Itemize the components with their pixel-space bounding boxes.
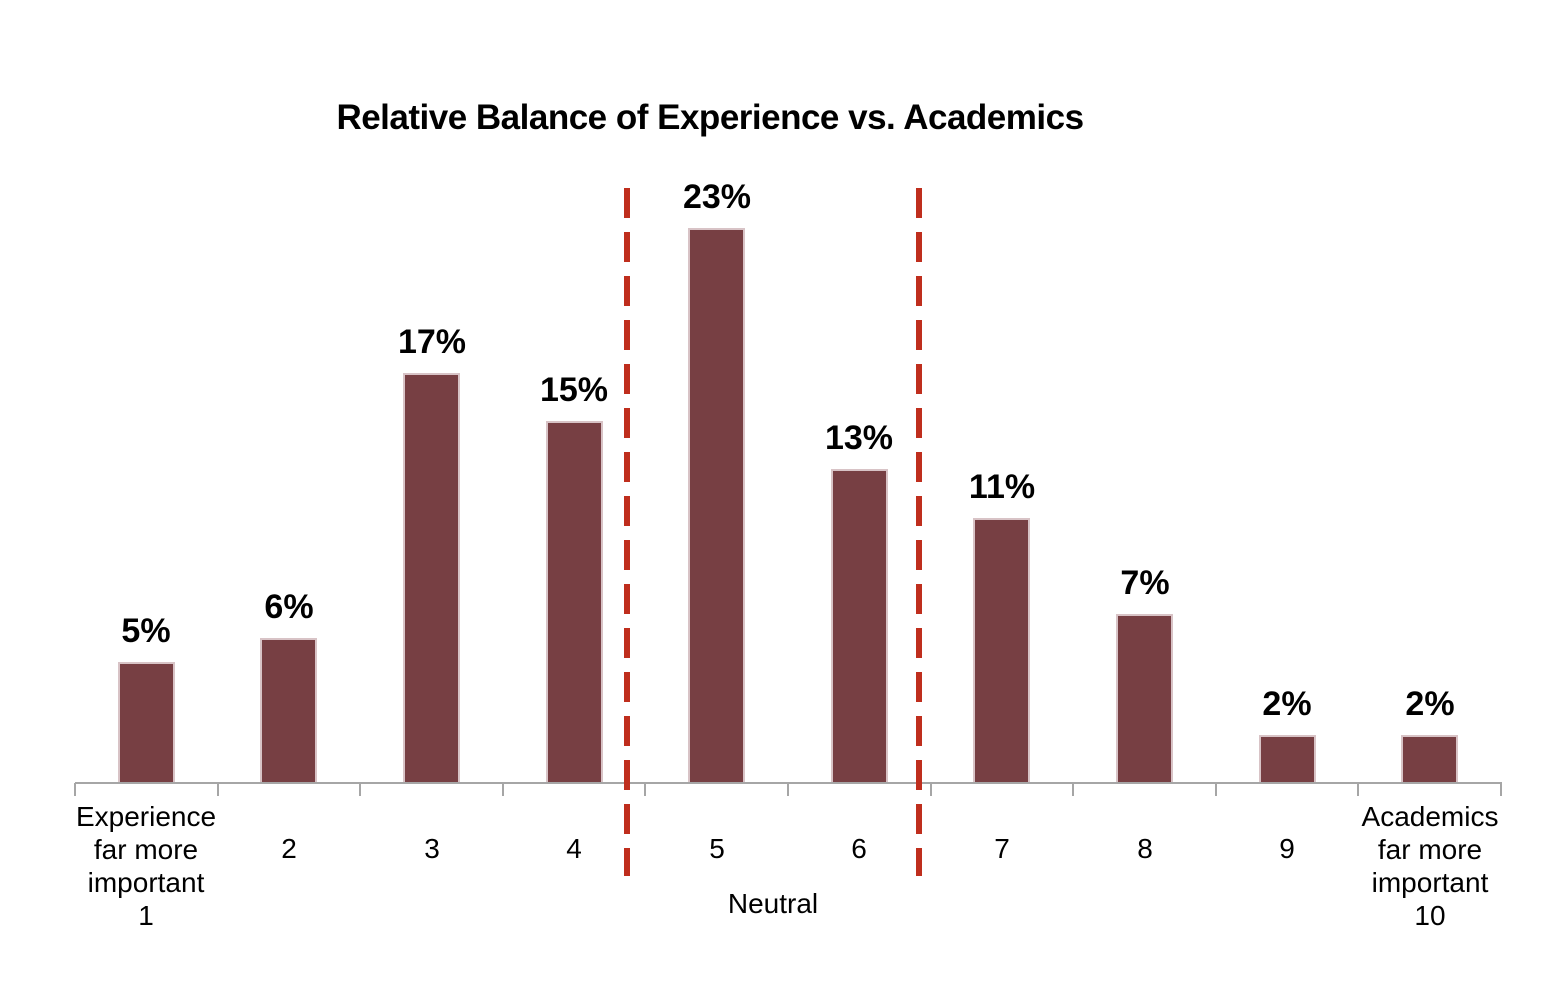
bar-category-6 (831, 469, 888, 783)
value-label-category-4: 15% (539, 371, 609, 409)
x-axis-tick (929, 783, 932, 796)
neutral-zone-divider-right (916, 188, 922, 876)
bar-category-8 (1116, 614, 1173, 783)
x-axis-tick (1357, 783, 1360, 796)
bar-category-9 (1259, 735, 1316, 783)
x-tick-label-3: 3 (424, 833, 440, 864)
value-label-category-8: 7% (1120, 564, 1170, 602)
value-label-category-7: 11% (968, 468, 1036, 506)
x-tick-label-10: Academics far more important 10 (1361, 801, 1499, 931)
value-label-category-6: 13% (824, 419, 894, 457)
bar-category-2 (260, 638, 317, 783)
x-tick-label-2: 2 (281, 833, 297, 864)
value-label-category-3: 17% (397, 323, 467, 361)
bar-category-3 (403, 373, 460, 783)
value-label-category-9: 2% (1262, 685, 1312, 723)
chart-title: Relative Balance of Experience vs. Acade… (336, 98, 1084, 137)
x-axis-tick (644, 783, 647, 796)
x-tick-label-4: 4 (566, 833, 582, 864)
x-axis-tick (1072, 783, 1075, 796)
x-axis-tick (1500, 783, 1502, 796)
x-tick-label-9: 9 (1279, 833, 1295, 864)
plot-area: 5% 6% 17% 15% 23% 13% 11% 7% 2% 2% (75, 178, 1501, 783)
bar-category-5 (688, 228, 745, 783)
x-tick-label-1: Experience far more important 1 (75, 801, 217, 931)
value-label-category-5: 23% (682, 178, 752, 216)
bar-category-1 (118, 662, 175, 783)
x-axis-tick (216, 783, 219, 796)
neutral-annotation: Neutral (727, 888, 819, 919)
x-tick-label-7: 7 (994, 833, 1010, 864)
value-label-category-2: 6% (264, 588, 314, 626)
x-axis-tick (1214, 783, 1217, 796)
bar-category-10 (1401, 735, 1458, 783)
bar-category-4 (546, 421, 603, 783)
x-axis-tick (501, 783, 504, 796)
value-label-category-10: 2% (1405, 685, 1455, 723)
x-axis-tick (359, 783, 362, 796)
x-axis-tick (74, 783, 76, 796)
bar-category-7 (973, 518, 1030, 783)
x-tick-label-5: 5 (709, 833, 725, 864)
x-axis-tick (787, 783, 789, 796)
x-tick-label-6: 6 (851, 833, 867, 864)
neutral-zone-divider-left (624, 188, 630, 876)
value-label-category-1: 5% (121, 612, 171, 650)
x-tick-label-8: 8 (1137, 833, 1153, 864)
